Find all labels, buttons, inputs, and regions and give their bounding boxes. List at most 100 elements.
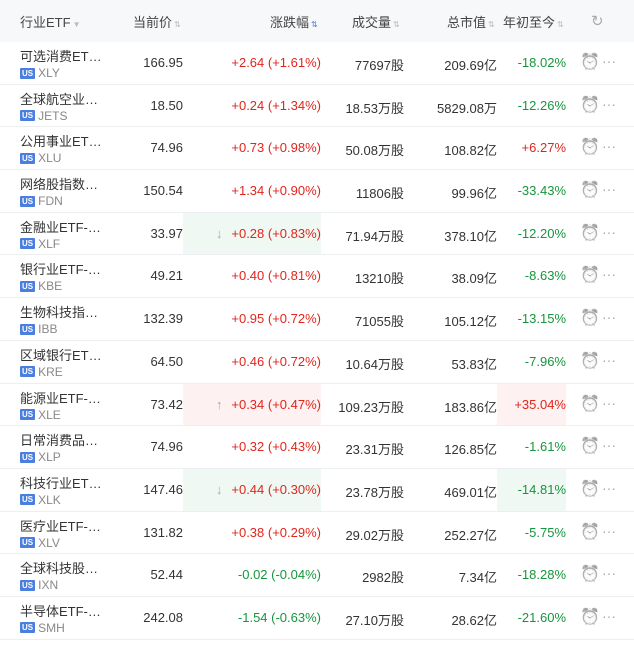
- etf-code: US IBB: [20, 322, 57, 336]
- change: +0.44 (+0.30%): [231, 481, 321, 497]
- volume: 50.08万股: [345, 143, 404, 159]
- ticker: KRE: [38, 364, 63, 379]
- ytd-change: -12.20%: [517, 225, 566, 241]
- table-row[interactable]: 医疗业ETF-… US XLV 131.82 +0.38 (+0.29%) 29.…: [0, 512, 634, 555]
- alarm-clock-icon[interactable]: ⏰: [580, 352, 600, 370]
- header-price[interactable]: 当前价 ⇅: [133, 14, 181, 30]
- market-cap: 378.10亿: [444, 228, 497, 244]
- sort-desc-icon: ⇅: [311, 19, 318, 29]
- ticker: JETS: [38, 108, 68, 123]
- price: 64.50: [150, 353, 183, 369]
- more-icon[interactable]: ···: [602, 351, 616, 368]
- flash-highlight: [183, 212, 321, 255]
- etf-code: US XLF: [20, 237, 60, 251]
- ytd-change: -7.96%: [524, 353, 566, 369]
- alarm-clock-icon[interactable]: ⏰: [580, 182, 600, 200]
- table-row[interactable]: 公用事业ET… US XLU 74.96 +0.73 (+0.98%) 50.08…: [0, 127, 634, 171]
- change: +1.34 (+0.90%): [231, 183, 321, 199]
- etf-code: US XLK: [20, 493, 61, 507]
- price: 166.95: [143, 55, 183, 70]
- arrow-down-icon: ↓: [216, 481, 223, 497]
- ticker: KBE: [38, 279, 63, 294]
- alarm-clock-icon[interactable]: ⏰: [580, 608, 600, 626]
- table-row[interactable]: 可选消费ET… US XLY 166.95 +2.64 (+1.61%) 7769…: [0, 42, 634, 85]
- more-icon[interactable]: ···: [602, 223, 616, 240]
- alarm-clock-icon[interactable]: ⏰: [580, 310, 600, 328]
- alarm-clock-icon[interactable]: ⏰: [580, 54, 600, 71]
- alarm-clock-icon[interactable]: ⏰: [580, 96, 600, 114]
- more-icon[interactable]: ···: [602, 309, 616, 326]
- change: +0.95 (+0.72%): [231, 311, 321, 327]
- table-row[interactable]: 日常消费品… US XLP 74.96 +0.32 (+0.43%) 23.31万…: [0, 426, 634, 469]
- header-cap[interactable]: 总市值 ⇅: [447, 14, 495, 30]
- flash-highlight: [183, 468, 321, 511]
- etf-code: US XLU: [20, 151, 61, 165]
- table-row[interactable]: 全球科技股… US IXN 52.44 -0.02 (-0.04%) 2982股 …: [0, 554, 634, 597]
- alarm-clock-icon[interactable]: ⏰: [580, 438, 600, 456]
- ytd-change: -5.75%: [524, 524, 566, 540]
- sort-icon: ⇅: [174, 19, 181, 29]
- more-icon[interactable]: ···: [602, 565, 616, 582]
- alarm-clock-icon[interactable]: ⏰: [580, 566, 600, 584]
- us-market-badge: US: [20, 622, 36, 634]
- alarm-clock-icon[interactable]: ⏰: [580, 224, 600, 242]
- us-market-badge: US: [20, 537, 36, 549]
- more-icon[interactable]: ···: [602, 479, 616, 496]
- ticker: XLK: [38, 492, 61, 507]
- change: +0.38 (+0.29%): [231, 524, 321, 540]
- ytd-change: -1.61%: [524, 439, 566, 455]
- more-icon[interactable]: ···: [602, 522, 616, 539]
- etf-name: 半导体ETF-…: [20, 603, 101, 619]
- table-row[interactable]: 生物科技指… US IBB 132.39 +0.95 (+0.72%) 71055…: [0, 298, 634, 341]
- table-row[interactable]: 金融业ETF-… US XLF 33.97 ↓ +0.28 (+0.83%) 71…: [0, 212, 634, 256]
- more-icon[interactable]: ···: [602, 607, 616, 624]
- more-icon[interactable]: ···: [602, 437, 616, 454]
- sort-icon: ⇅: [488, 19, 495, 29]
- table-row[interactable]: 区域银行ET… US KRE 64.50 +0.46 (+0.72%) 10.64…: [0, 341, 634, 384]
- alarm-clock-icon[interactable]: ⏰: [580, 523, 600, 541]
- alarm-clock-icon[interactable]: ⏰: [580, 480, 600, 498]
- price: 52.44: [150, 567, 183, 583]
- table-row[interactable]: 网络股指数… US FDN 150.54 +1.34 (+0.90%) 11806…: [0, 170, 634, 213]
- flash-highlight: [183, 383, 321, 426]
- etf-name: 区域银行ET…: [20, 347, 102, 363]
- market-cap: 105.12亿: [444, 314, 497, 330]
- market-cap: 38.09亿: [451, 271, 497, 287]
- volume: 77697股: [354, 58, 404, 73]
- more-icon[interactable]: ···: [602, 95, 616, 112]
- header-volume[interactable]: 成交量 ⇅: [352, 14, 400, 30]
- price: 132.39: [143, 311, 183, 327]
- price: 74.96: [150, 439, 183, 455]
- ytd-change: +6.27%: [521, 140, 566, 156]
- header-change[interactable]: 涨跌幅 ⇅: [270, 14, 318, 30]
- header-name[interactable]: 行业ETF ▼: [20, 14, 81, 30]
- table-row[interactable]: 能源业ETF-… US XLE 73.42 ↑ +0.34 (+0.47%) 10…: [0, 383, 634, 427]
- etf-code: US SMH: [20, 621, 65, 635]
- more-icon[interactable]: ···: [602, 181, 616, 198]
- table-row[interactable]: 半导体ETF-… US SMH 242.08 -1.54 (-0.63%) 27.…: [0, 597, 634, 640]
- more-icon[interactable]: ···: [602, 53, 616, 69]
- price: 73.42: [150, 396, 183, 412]
- alarm-clock-icon[interactable]: ⏰: [580, 139, 600, 157]
- etf-code: US FDN: [20, 194, 63, 208]
- table-row[interactable]: 全球航空业… US JETS 18.50 +0.24 (+1.34%) 18.53…: [0, 85, 634, 128]
- etf-name: 能源业ETF-…: [20, 390, 101, 406]
- more-icon[interactable]: ···: [602, 138, 616, 155]
- market-cap: 28.62亿: [451, 612, 497, 628]
- us-market-badge: US: [20, 323, 36, 335]
- etf-code: US XLE: [20, 408, 61, 422]
- us-market-badge: US: [20, 110, 36, 122]
- header-ytd[interactable]: 年初至今 ⇅: [503, 14, 564, 30]
- table-row[interactable]: 科技行业ET… US XLK 147.46 ↓ +0.44 (+0.30%) 23…: [0, 468, 634, 512]
- alarm-clock-icon[interactable]: ⏰: [580, 395, 600, 413]
- more-icon[interactable]: ···: [602, 394, 616, 411]
- table-row[interactable]: 银行业ETF-… US KBE 49.21 +0.40 (+0.81%) 1321…: [0, 255, 634, 299]
- change: -0.02 (-0.04%): [237, 567, 321, 583]
- refresh-icon[interactable]: ↻: [591, 13, 604, 30]
- change: +0.28 (+0.83%): [231, 225, 321, 241]
- alarm-clock-icon[interactable]: ⏰: [580, 267, 600, 285]
- price: 49.21: [150, 268, 183, 284]
- volume: 13210股: [354, 271, 404, 287]
- more-icon[interactable]: ···: [602, 266, 616, 283]
